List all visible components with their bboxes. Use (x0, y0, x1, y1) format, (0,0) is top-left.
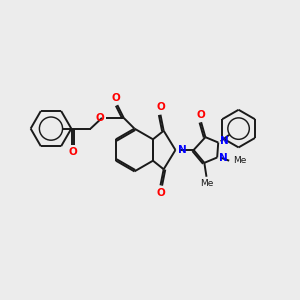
Text: O: O (68, 147, 77, 157)
Text: N: N (220, 136, 229, 146)
Text: O: O (196, 110, 205, 120)
Text: O: O (156, 188, 165, 198)
Text: Me: Me (200, 179, 213, 188)
Text: N: N (219, 153, 228, 164)
Text: N: N (178, 145, 186, 155)
Text: O: O (96, 113, 104, 123)
Text: Me: Me (233, 156, 246, 165)
Text: O: O (112, 93, 121, 103)
Text: O: O (156, 102, 165, 112)
